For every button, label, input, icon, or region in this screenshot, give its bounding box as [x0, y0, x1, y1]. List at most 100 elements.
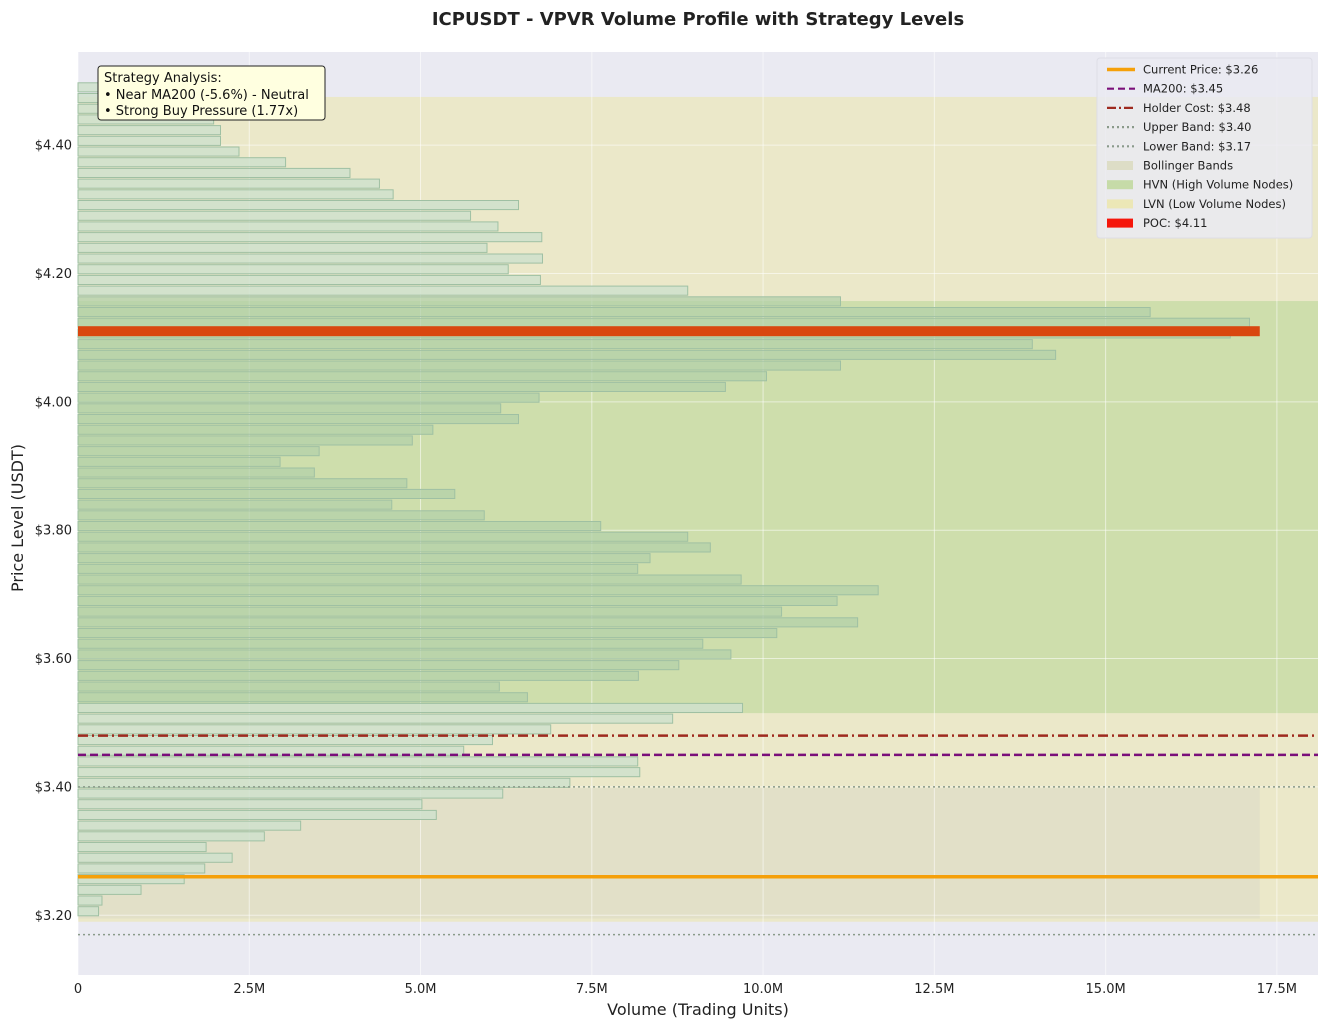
y-tick-label-2: $3.60	[35, 652, 72, 667]
volume-bar-64	[77, 221, 499, 232]
legend-swatch-5	[1107, 161, 1133, 170]
volume-bar-34	[77, 542, 711, 553]
y-tick-label-0: $3.20	[35, 909, 72, 924]
legend-swatch-6	[1107, 180, 1133, 190]
volume-bar-5	[77, 852, 233, 863]
legend-frame	[1096, 57, 1313, 239]
volume-bar-51	[77, 360, 841, 371]
volume-bar-13	[77, 767, 641, 778]
volume-bar-3	[77, 874, 185, 885]
volume-bar-47	[77, 403, 502, 414]
legend-label-5: Bollinger Bands	[1143, 159, 1233, 173]
volume-bar-48	[77, 392, 540, 403]
volume-bar-0	[77, 906, 100, 917]
volume-bar-19	[77, 702, 744, 713]
annotation-line-1: Strategy Analysis:	[104, 71, 222, 86]
volume-bar-67	[77, 189, 394, 200]
volume-bar-7	[77, 831, 265, 842]
volume-bar-58	[77, 285, 689, 296]
volume-bar-22	[77, 670, 639, 681]
volume-bar-59	[77, 274, 541, 285]
volume-bar-14	[77, 756, 639, 767]
volume-bar-25	[77, 638, 704, 649]
y-tick-label-6: $4.40	[35, 139, 72, 154]
volume-bar-11	[77, 788, 504, 799]
legend-label-7: LVN (Low Volume Nodes)	[1143, 197, 1286, 211]
axis-ticks: 0 2.5M 5.0M 7.5M 10.0M 12.5M 15.0M 17.5M $3.20 $3…	[35, 139, 1297, 997]
legend-label-2: Holder Cost: $3.48	[1143, 101, 1251, 115]
volume-bar-27	[77, 617, 859, 628]
volume-bar-65	[77, 210, 472, 221]
volume-bar-50	[77, 371, 768, 382]
x-tick-label-7: 17.5M	[1257, 982, 1297, 997]
y-tick-label-4: $4.00	[35, 395, 72, 410]
chart-title: ICPUSDT - VPVR Volume Profile with Strat…	[432, 9, 964, 30]
x-tick-label-0: 0	[74, 982, 82, 997]
level-lines	[78, 734, 1318, 936]
volume-bars	[77, 82, 1260, 917]
x-tick-label-3: 7.5M	[576, 982, 608, 997]
volume-bar-20	[77, 692, 528, 703]
volume-bar-4	[77, 863, 206, 874]
volume-bar-43	[77, 446, 320, 457]
volume-bar-26	[77, 627, 778, 639]
volume-bar-49	[77, 381, 726, 392]
volume-bar-45	[77, 424, 434, 435]
volume-bar-23	[77, 660, 680, 671]
volume-bar-66	[77, 199, 520, 211]
volume-bar-44	[77, 435, 413, 446]
legend-label-1: MA200: $3.45	[1143, 82, 1223, 96]
legend-swatch-8	[1107, 218, 1133, 228]
volume-bar-17	[77, 724, 552, 735]
volume-bar-41	[77, 467, 315, 478]
volume-bar-40	[77, 478, 408, 489]
volume-bar-18	[77, 713, 674, 724]
volume-bar-8	[77, 820, 302, 831]
volume-bar-24	[77, 649, 732, 660]
volume-bar-69	[77, 167, 351, 178]
volume-bar-53	[77, 339, 1033, 350]
poc-bar	[78, 326, 1260, 337]
x-tick-label-6: 15.0M	[1086, 982, 1126, 997]
volume-bar-9	[77, 809, 437, 820]
volume-bar-29	[77, 595, 838, 606]
volume-bar-37	[77, 510, 485, 521]
volume-bar-39	[77, 488, 456, 499]
legend-label-0: Current Price: $3.26	[1143, 63, 1258, 77]
volume-bar-68	[77, 178, 380, 189]
x-axis-label: Volume (Trading Units)	[607, 1000, 789, 1019]
volume-bar-1	[77, 895, 103, 906]
volume-bar-31	[77, 574, 742, 585]
volume-bar-46	[77, 413, 520, 425]
volume-bar-33	[77, 553, 651, 564]
volume-bar-30	[77, 585, 879, 596]
y-tick-label-5: $4.20	[35, 267, 72, 282]
annotation-line-3: • Strong Buy Pressure (1.77x)	[104, 104, 298, 119]
volume-bar-73	[77, 125, 221, 136]
volume-bar-70	[77, 157, 287, 168]
volume-bar-16	[77, 734, 493, 746]
legend-label-6: HVN (High Volume Nodes)	[1143, 178, 1293, 192]
volume-bar-35	[77, 531, 689, 542]
volume-bar-56	[77, 306, 1151, 318]
legend: Current Price: $3.26 MA200: $3.45 Holder C…	[1096, 57, 1313, 239]
legend-label-8: POC: $4.11	[1143, 216, 1207, 230]
volume-bar-42	[77, 456, 281, 467]
annotation-box: Strategy Analysis: • Near MA200 (-5.6%) …	[97, 65, 326, 121]
volume-bar-38	[77, 499, 393, 510]
y-tick-label-3: $3.80	[35, 524, 72, 539]
volume-bar-6	[77, 841, 207, 853]
volume-bar-32	[77, 563, 639, 574]
volume-bar-60	[77, 264, 509, 275]
volume-bar-28	[77, 606, 783, 617]
annotation-frame	[97, 65, 326, 121]
legend-label-4: Lower Band: $3.17	[1143, 139, 1251, 153]
legend-label-3: Upper Band: $3.40	[1143, 120, 1251, 134]
legend-swatch-7	[1107, 199, 1133, 209]
x-tick-label-5: 12.5M	[914, 982, 954, 997]
volume-bar-71	[77, 146, 240, 157]
volume-bar-72	[77, 135, 221, 146]
volume-bar-36	[77, 520, 602, 532]
volume-bar-52	[77, 349, 1057, 360]
